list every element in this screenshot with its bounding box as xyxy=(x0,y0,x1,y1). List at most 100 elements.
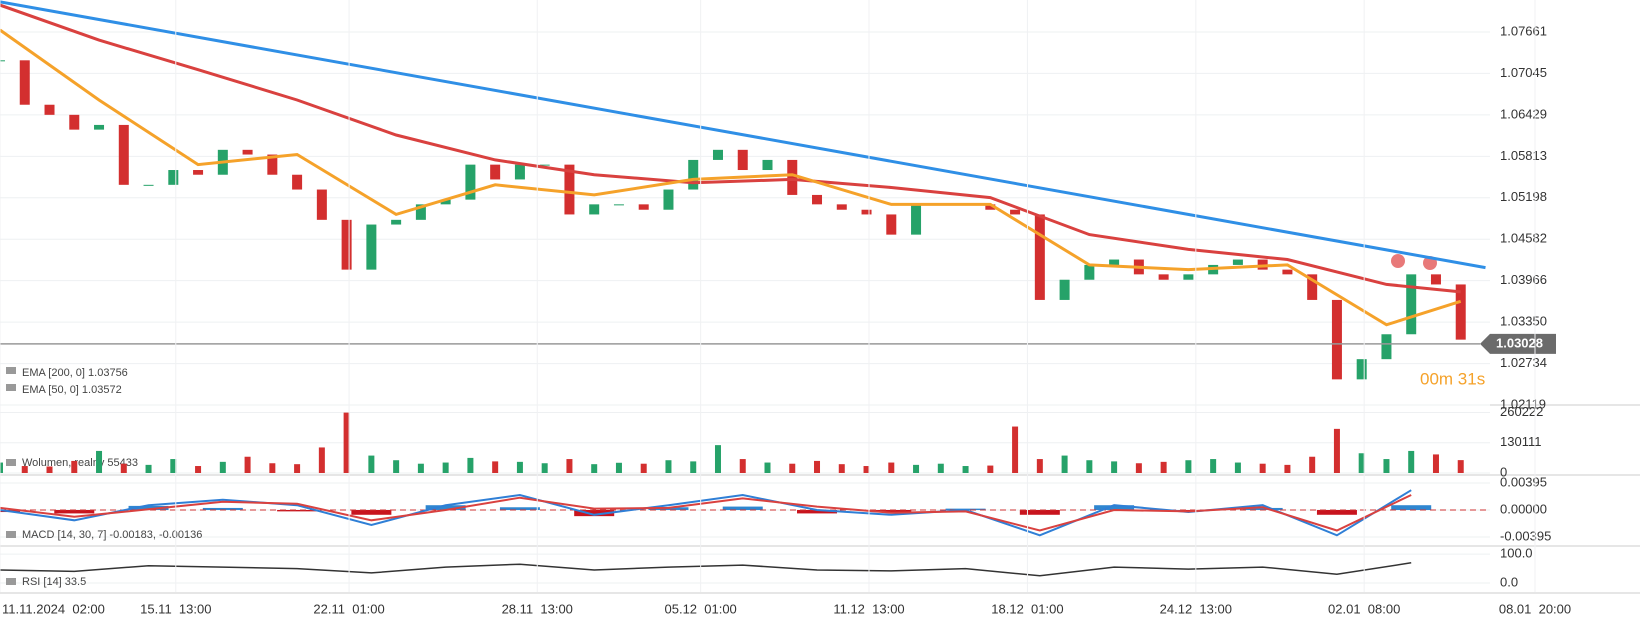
candle xyxy=(19,60,30,105)
volume-bar xyxy=(640,463,647,473)
macd-histogram-bar xyxy=(1316,509,1357,515)
volume-bar xyxy=(219,461,226,473)
volume-bar xyxy=(814,460,821,473)
volume-bar xyxy=(393,460,400,473)
candle xyxy=(1232,259,1243,265)
macd-histogram-bar xyxy=(574,509,615,517)
volume-bar xyxy=(937,463,944,473)
volume-bar xyxy=(1383,459,1390,473)
x-tick-label: 05.12 01:00 xyxy=(665,601,737,616)
macd-histogram-bar xyxy=(722,506,763,510)
volume-bar xyxy=(1284,464,1291,473)
y-tick-label: 1.06429 xyxy=(1500,106,1547,121)
volume-bar xyxy=(1036,459,1043,473)
candle xyxy=(787,159,798,195)
candle xyxy=(292,174,303,190)
volume-bar xyxy=(467,457,474,473)
candle xyxy=(762,159,773,171)
volume-bar xyxy=(665,460,672,473)
x-tick-label: 18.12 01:00 xyxy=(991,601,1063,616)
y-tick-label: 260222 xyxy=(1500,404,1543,419)
candle xyxy=(1430,274,1441,285)
candle xyxy=(1084,264,1095,280)
macd-histogram-bar xyxy=(277,509,318,512)
volume-bar xyxy=(1358,453,1365,473)
volume-bar xyxy=(690,461,697,473)
macd-histogram-bar xyxy=(425,505,466,510)
volume-bar xyxy=(714,445,721,473)
volume-bar xyxy=(1086,460,1093,473)
y-tick-label: 1.07045 xyxy=(1500,65,1547,80)
candle xyxy=(688,159,699,190)
volume-bar xyxy=(195,466,202,473)
volume-bar xyxy=(170,459,177,473)
candle xyxy=(886,214,897,235)
signal-line xyxy=(0,494,1412,532)
volume-bar xyxy=(1111,461,1118,473)
candle xyxy=(1331,299,1342,380)
macd-histogram-bar xyxy=(797,509,838,514)
candle xyxy=(242,149,253,155)
candle xyxy=(861,209,872,215)
volume-bar xyxy=(913,464,920,473)
y-tick-label: 130111 xyxy=(1500,434,1541,449)
candle xyxy=(267,154,278,175)
candle xyxy=(1034,214,1045,300)
volume-bar xyxy=(1309,456,1316,473)
volume-bar xyxy=(417,463,424,473)
y-tick-label: -0.00395 xyxy=(1500,528,1551,543)
x-tick-label: 24.12 13:00 xyxy=(1160,601,1232,616)
legend-label: RSI [14] 33.5 xyxy=(22,576,86,588)
candle xyxy=(1381,334,1392,360)
x-tick-label: 28.11 13:00 xyxy=(502,601,573,616)
volume-bar xyxy=(244,456,251,473)
macd-histogram-bar xyxy=(1391,505,1432,510)
rsi-line xyxy=(0,562,1412,577)
x-tick-label: 02.01 08:00 xyxy=(1328,601,1400,616)
volume-bar xyxy=(1210,459,1217,473)
candle xyxy=(564,164,575,215)
candle xyxy=(985,204,996,210)
volume-bar xyxy=(1061,455,1068,473)
volume-bar xyxy=(21,466,28,473)
macd-histogram-bar xyxy=(871,509,912,513)
volume-bar xyxy=(294,464,301,473)
candle xyxy=(1183,274,1194,280)
macd-histogram-bar xyxy=(351,509,392,515)
legend-label: EMA [50, 0] 1.03572 xyxy=(22,384,122,396)
legend-icon xyxy=(6,459,16,466)
candle xyxy=(589,204,600,215)
volume-bar xyxy=(1457,460,1464,473)
x-tick-label: 22.11 01:00 xyxy=(313,601,384,616)
candle xyxy=(812,194,823,205)
y-tick-label: 1.05198 xyxy=(1500,189,1547,204)
candle xyxy=(1010,209,1021,215)
y-tick-label: 0.0 xyxy=(1500,574,1518,589)
macd-histogram-bar xyxy=(202,507,243,510)
legend-label: MACD [14, 30, 7] -0.00183, -0.00136 xyxy=(22,529,202,541)
volume-bar xyxy=(318,447,325,473)
candle xyxy=(415,204,426,220)
y-tick-label: 1.07661 xyxy=(1500,23,1547,38)
volume-bar xyxy=(987,465,994,473)
macd-histogram-bar xyxy=(1019,509,1060,515)
ema-line xyxy=(0,28,1462,327)
signal-dot xyxy=(1391,254,1405,268)
volume-bar xyxy=(120,463,127,473)
volume-bar xyxy=(591,464,598,473)
candle xyxy=(539,164,550,166)
volume-bar xyxy=(46,466,53,473)
current-price-box xyxy=(1480,333,1556,354)
volume-bar xyxy=(442,462,449,473)
y-tick-label: 0 xyxy=(1500,464,1507,479)
candle xyxy=(0,60,5,62)
volume-bar xyxy=(615,462,622,473)
volume-bar xyxy=(1160,461,1167,473)
candle xyxy=(69,114,80,130)
candle xyxy=(836,204,847,210)
candle xyxy=(1282,269,1293,275)
legend-icon xyxy=(6,384,16,391)
volume-bar xyxy=(1234,462,1241,473)
legend-label: EMA [200, 0] 1.03756 xyxy=(22,367,128,379)
volume-bar xyxy=(1333,428,1340,473)
